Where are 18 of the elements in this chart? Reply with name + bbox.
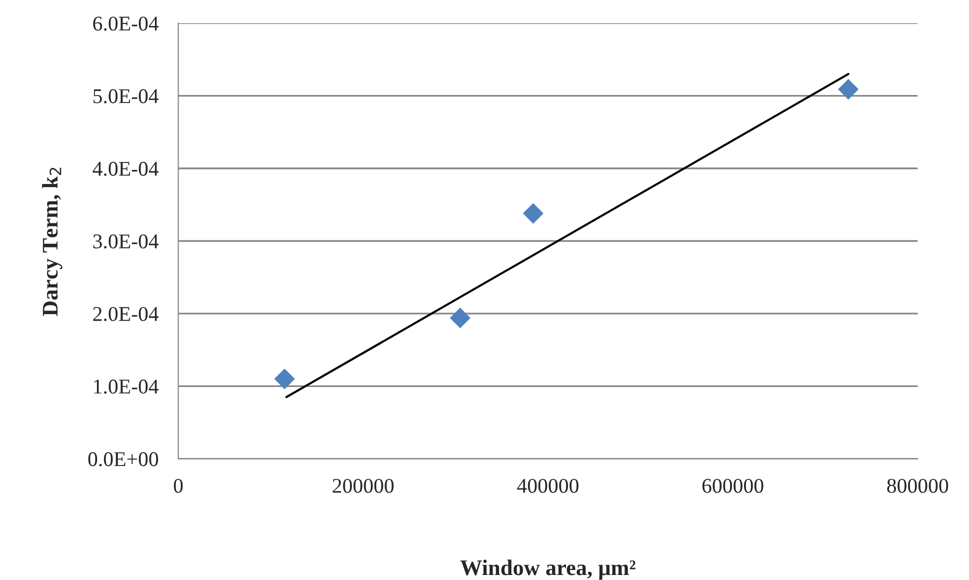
y-tick-label: 5.0E-04 — [94, 89, 159, 104]
y-tick-label: 0.0E+00 — [88, 452, 158, 466]
point — [522, 203, 544, 224]
point — [450, 308, 470, 328]
x-tick-label: 0 — [174, 478, 183, 493]
point — [838, 78, 859, 100]
x-tick-label: 200000 — [332, 478, 394, 493]
x-axis-title: Window area, μm² — [460, 560, 636, 580]
point — [274, 368, 295, 390]
y-tick-label: 1.0E-04 — [94, 380, 159, 394]
x-tick-label: 400000 — [517, 478, 578, 493]
y-tick-label: 4.0E-04 — [92, 162, 159, 176]
y-tick-label: 2.0E-04 — [93, 306, 159, 322]
x-tick-label: 600000 — [702, 478, 764, 493]
y-tick-label: 6.0E-04 — [93, 16, 159, 31]
y-axis-title: Darcy Term, k$_{2}$ — [42, 168, 62, 316]
x-tick-label: 800000 — [887, 478, 948, 493]
y-tick-label: 3.0E-04 — [93, 234, 159, 249]
